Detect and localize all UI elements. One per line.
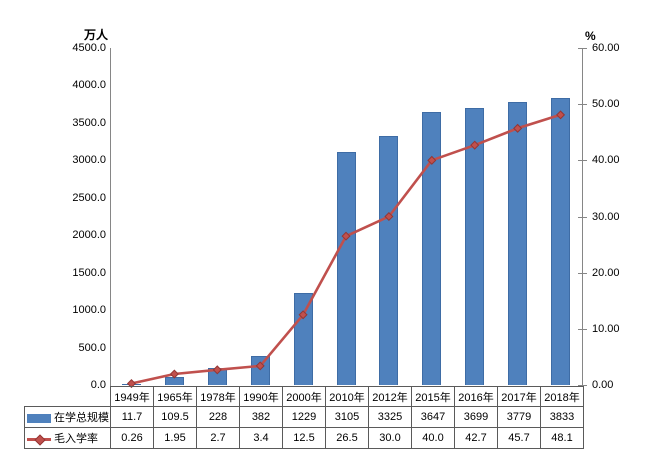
- bar-1990年: [250, 356, 270, 385]
- right-axis-tick-mark: [578, 216, 587, 218]
- legend-series-name: 在学总规模: [54, 412, 109, 424]
- year-header-cell: 1978年: [196, 386, 240, 407]
- left-axis-tick-label: 3000.0: [72, 154, 106, 167]
- right-axis-tick-mark: [578, 104, 587, 106]
- right-axis-tick-label: 40.00: [592, 154, 620, 167]
- right-axis-tick-mark: [578, 385, 587, 386]
- legend-bar-swatch-icon: [27, 413, 51, 423]
- table-value-cell: 3833: [540, 406, 584, 428]
- data-table: 1949年 1965年 1978年 1990年 2000年 2010年 2012年 2015年…: [24, 386, 584, 449]
- plot-area: [110, 48, 582, 389]
- year-header-cell: 2016年: [454, 386, 498, 407]
- table-value-cell: 1.95: [153, 427, 197, 449]
- right-axis-tick-label: 60.00: [592, 42, 620, 54]
- table-value-cell: 48.1: [540, 427, 584, 449]
- left-axis-unit-label: 万人: [84, 28, 109, 42]
- line-marker-2015年: [427, 155, 437, 165]
- table-value-cell: 3699: [454, 406, 498, 428]
- table-value-cell: 3325: [368, 406, 412, 428]
- table-value-cell: 11.7: [110, 406, 154, 428]
- right-axis-unit-label: %: [585, 29, 596, 43]
- left-axis-tick-label: 2000.0: [72, 229, 106, 242]
- right-axis-tick-label: 50.00: [592, 98, 620, 111]
- year-header-cell: 1990年: [239, 386, 283, 407]
- legend-series-name: 毛入学率: [54, 433, 98, 445]
- table-value-cell: 1229: [282, 406, 326, 428]
- right-axis-tick-mark: [578, 48, 587, 49]
- left-axis-tick-label: 3500.0: [72, 116, 106, 129]
- left-axis-tick-label: 1500.0: [72, 266, 106, 279]
- line-series: [126, 110, 566, 389]
- line-marker-2012年: [384, 211, 394, 222]
- table-value-cell: 26.5: [325, 427, 369, 449]
- year-header-cell: 2017年: [497, 386, 541, 407]
- legend-cell: 毛入学率: [24, 427, 111, 449]
- right-axis-tick-mark: [578, 328, 587, 330]
- right-axis-tick-label: 0.00: [592, 379, 614, 391]
- table-value-cell: 0.26: [110, 427, 154, 449]
- year-header-cell: 2012年: [368, 386, 412, 407]
- left-axis-tick-label: 500.0: [78, 341, 106, 354]
- right-axis-tick-labels: 60.00 50.00 40.00 30.00 20.00 10.00 0.00: [592, 0, 648, 449]
- line-marker-2000年: [298, 310, 308, 320]
- left-axis-tick-label: 2500.0: [72, 191, 106, 204]
- bar-2012年: [379, 136, 399, 385]
- table-value-cell: 45.7: [497, 427, 541, 449]
- left-axis-tick-label: 1000.0: [72, 304, 106, 317]
- legend-line-swatch-icon: [27, 434, 51, 446]
- line-marker-1990年: [255, 361, 265, 371]
- series-row-rate: 毛入学率 0.26 1.95 2.7 3.4 12.5 26.5 30.0 40.0 42.7 45…: [24, 427, 584, 449]
- legend-diamond-marker: [34, 434, 46, 446]
- table-corner-cell: [25, 387, 111, 407]
- year-header-cell: 2000年: [282, 386, 326, 407]
- line-marker-1965年: [169, 369, 179, 379]
- legend-cell: 在学总规模: [24, 406, 111, 428]
- year-header-cell: 1965年: [153, 386, 197, 407]
- bar-2015年: [422, 111, 442, 385]
- bar-2018年: [551, 97, 571, 385]
- table-value-cell: 30.0: [368, 427, 412, 449]
- right-axis-tick-label: 20.00: [592, 266, 620, 279]
- right-axis-tick-mark: [578, 272, 587, 274]
- line-marker-2016年: [470, 140, 480, 150]
- bar-series: [110, 48, 582, 385]
- line-marker-1978年: [212, 365, 222, 375]
- line-marker-2018年: [556, 110, 566, 120]
- bar-2000年: [293, 292, 313, 385]
- year-header-cell: 2015年: [411, 386, 455, 407]
- table-value-cell: 109.5: [153, 406, 197, 428]
- left-axis-tick-labels: 4500.0 4000.0 3500.0 3000.0 2500.0 2000.0 1500…: [30, 0, 106, 449]
- bar-2016年: [465, 108, 485, 385]
- table-value-cell: 12.5: [282, 427, 326, 449]
- year-header-row: 1949年 1965年 1978年 1990年 2000年 2010年 2012年 2015年…: [25, 386, 584, 407]
- table-value-cell: 3647: [411, 406, 455, 428]
- table-value-cell: 3779: [497, 406, 541, 428]
- left-axis-tick-label: 4500.0: [72, 42, 106, 54]
- year-header-cell: 2010年: [325, 386, 369, 407]
- table-value-cell: 228: [196, 406, 240, 428]
- table-value-cell: 42.7: [454, 427, 498, 449]
- left-axis-tick-label: 0.0: [90, 379, 106, 391]
- bar-2010年: [336, 152, 356, 385]
- right-axis-tick-mark: [578, 160, 587, 162]
- table-value-cell: 3.4: [239, 427, 283, 449]
- year-header-cell: 1949年: [110, 386, 154, 407]
- rate-line: [131, 113, 561, 385]
- bar-2017年: [508, 102, 528, 385]
- table-value-cell: 382: [239, 406, 283, 428]
- line-marker-2010年: [341, 231, 351, 241]
- table-value-cell: 2.7: [196, 427, 240, 449]
- table-value-cell: 40.0: [411, 427, 455, 449]
- line-marker-1949年: [126, 379, 136, 389]
- table-value-cell: 3105: [325, 406, 369, 428]
- series-row-enrollment: 在学总规模 11.7 109.5 228 382 1229 3105 3325 3647 3699…: [24, 406, 584, 428]
- year-header-cell: 2018年: [540, 386, 584, 407]
- line-marker-2017年: [513, 123, 523, 133]
- right-axis-tick-label: 30.00: [592, 210, 620, 223]
- left-axis-line: [110, 48, 111, 386]
- right-axis-tick-label: 10.00: [592, 322, 620, 335]
- left-axis-tick-label: 4000.0: [72, 79, 106, 92]
